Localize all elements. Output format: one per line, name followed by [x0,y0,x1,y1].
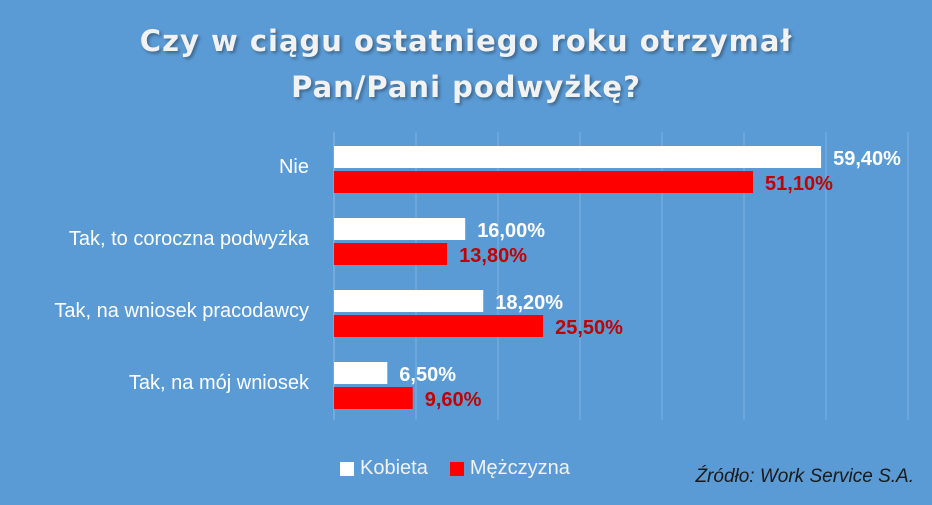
legend-label-mezczyzna: Mężczyzna [469,457,570,479]
chart-legend: Kobieta Mężczyzna [340,457,570,480]
bar [334,362,388,384]
bar [334,171,754,193]
bar [334,387,413,409]
legend-swatch-kobieta [340,461,354,476]
data-label: 25,50% [555,317,623,339]
data-label: 9,60% [425,389,482,411]
legend-label-kobieta: Kobieta [360,457,428,479]
chart-title-line-1: Czy w ciągu ostatniego roku otrzymał [139,24,793,58]
category-label: Tak, to coroczna podwyżka [69,228,310,250]
data-label: 18,20% [495,292,563,314]
category-label: Nie [279,156,309,178]
source-note: Źródło: Work Service S.A. [695,466,914,487]
category-label: Tak, na mój wniosek [129,372,310,394]
bar [334,218,466,240]
data-label: 51,10% [765,173,833,195]
data-label: 59,40% [833,148,901,170]
bar [334,290,484,312]
data-label: 16,00% [477,220,545,242]
category-label: Tak, na wniosek pracodawcy [54,300,309,322]
chart-title-line-2: Pan/Pani podwyżkę? [291,70,641,104]
legend-item-mezczyzna: Mężczyzna [449,457,570,480]
legend-swatch-mezczyzna [449,461,464,476]
legend-item-kobieta: Kobieta [340,457,428,480]
bar [334,146,822,168]
bar [334,315,544,337]
data-label: 6,50% [399,364,456,386]
chart-title: Czy w ciągu ostatniego roku otrzymał Pan… [0,18,932,110]
data-label: 13,80% [459,245,527,267]
bar [334,243,448,265]
